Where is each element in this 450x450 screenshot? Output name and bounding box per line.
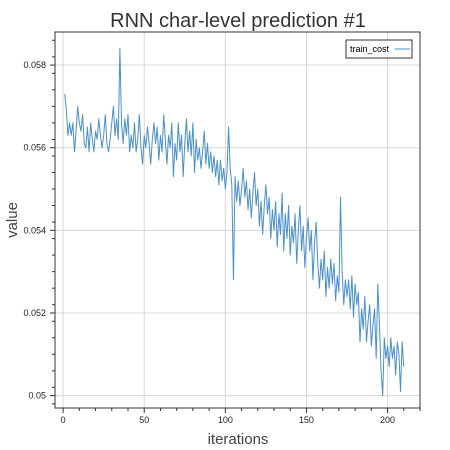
y-tick-label: 0.058 [23, 60, 46, 70]
chart-title: RNN char-level prediction #1 [110, 10, 366, 32]
axis-ticks: 0 50 100 150 200 0.05 0.052 0.054 0.056 0.058 [23, 39, 421, 425]
x-axis-label: iterations [208, 431, 269, 448]
series-layer [64, 48, 405, 397]
series-line-train-cost [64, 48, 405, 397]
x-tick-label: 50 [139, 415, 149, 425]
legend-box [345, 39, 413, 59]
x-tick-label: 0 [61, 415, 66, 425]
x-tick-label: 100 [218, 415, 233, 425]
y-tick-label: 0.056 [23, 143, 46, 153]
y-tick-label: 0.052 [23, 308, 46, 318]
plot-frame [54, 31, 421, 409]
y-tick-label: 0.054 [23, 225, 46, 235]
x-tick-label: 150 [299, 415, 314, 425]
y-axis-label: value [4, 202, 21, 238]
legend: train_cost [345, 39, 413, 59]
y-tick-label: 0.05 [28, 391, 46, 401]
x-tick-label: 200 [380, 415, 395, 425]
legend-label-train-cost: train_cost [350, 44, 390, 54]
